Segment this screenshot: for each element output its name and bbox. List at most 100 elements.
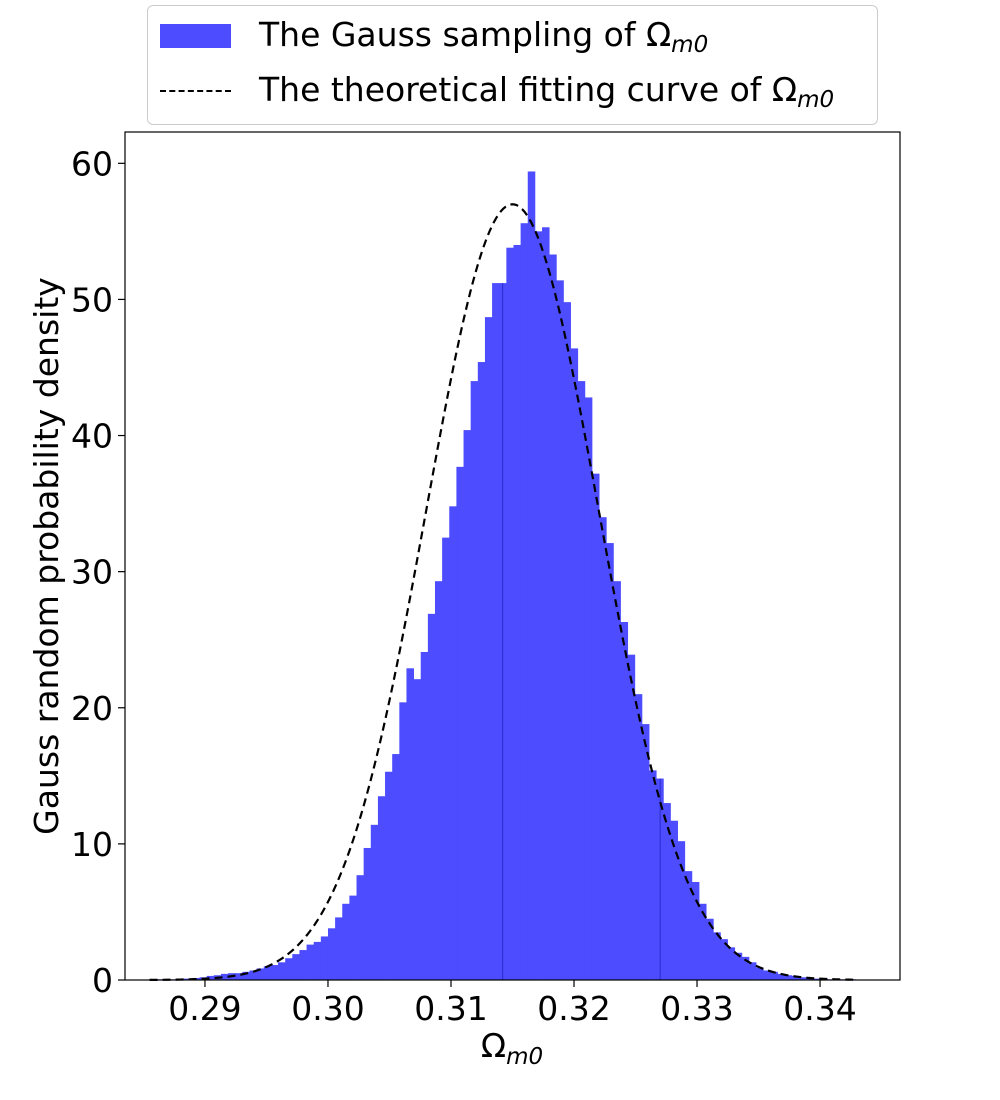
histogram-bar — [256, 968, 265, 980]
histogram-bar — [506, 247, 514, 980]
histogram-bar — [477, 362, 486, 980]
histogram-bar — [249, 970, 258, 980]
histogram-bar — [684, 871, 693, 980]
legend-entry-histogram: The Gauss sampling of Ωm0 — [160, 15, 708, 58]
histogram-bar — [542, 227, 550, 980]
histogram-bar — [377, 796, 386, 980]
legend-swatch-fit — [160, 90, 231, 92]
histogram-bar — [327, 928, 336, 980]
histogram-bar — [670, 820, 678, 980]
histogram-bar — [713, 932, 721, 980]
histogram-bar — [556, 280, 564, 980]
legend-label-symbol: Ω — [645, 14, 672, 54]
y-tick-label: 0 — [92, 961, 113, 1000]
vertical-lines — [502, 283, 661, 980]
histogram-bar — [756, 967, 764, 980]
histogram-bar — [627, 654, 636, 980]
histogram-bar — [335, 917, 343, 980]
histogram-bar — [513, 244, 522, 981]
y-tick-label: 10 — [71, 825, 113, 864]
histogram-bar — [706, 918, 714, 980]
histogram-bar — [292, 954, 300, 980]
histogram-bar — [549, 254, 557, 980]
histogram-bar — [770, 971, 778, 980]
histogram-bar — [435, 581, 443, 980]
histogram-bar — [313, 941, 322, 980]
histogram-bar — [349, 895, 357, 980]
histogram-bar — [206, 975, 215, 980]
histogram-bar — [342, 903, 350, 980]
histogram-bar — [420, 651, 429, 980]
histogram-bar — [777, 973, 786, 980]
x-tick-label: 0.33 — [660, 989, 733, 1028]
histogram-bar — [563, 302, 571, 980]
y-tick-label: 50 — [71, 280, 113, 319]
histogram-bar — [413, 679, 422, 980]
legend-label-text: The Gauss sampling of — [259, 14, 646, 54]
histogram-bar — [470, 381, 479, 981]
histogram-bar — [370, 824, 379, 980]
x-axis-label-symbol: Ω — [481, 1026, 506, 1065]
histogram-bar — [698, 903, 707, 980]
histogram-bar — [399, 702, 407, 980]
histogram-bar — [784, 975, 793, 980]
legend: The Gauss sampling of Ωm0 The theoretica… — [147, 5, 878, 125]
y-axis-ticks: 0 10 20 30 40 50 60 — [71, 144, 125, 1000]
histogram-bar — [620, 622, 629, 980]
histogram-bar — [270, 965, 279, 980]
histogram-bar — [484, 317, 493, 980]
legend-label-subscript: m0 — [797, 86, 835, 113]
x-tick-label: 0.30 — [291, 989, 364, 1028]
legend-label-symbol: Ω — [771, 69, 798, 109]
histogram-bar — [463, 430, 472, 981]
legend-swatch-histogram — [160, 24, 231, 48]
histogram-bar — [791, 975, 800, 980]
histogram-bar — [813, 978, 821, 980]
y-tick-label: 20 — [71, 689, 113, 728]
x-axis-label-subscript: m0 — [506, 1044, 543, 1070]
fit-curve — [149, 203, 857, 981]
histogram-bar — [591, 473, 600, 980]
histogram-bar — [741, 956, 750, 980]
histogram-bar — [599, 517, 607, 980]
histogram-bar — [320, 936, 329, 980]
x-tick-label: 0.34 — [783, 989, 856, 1028]
x-tick-label: 0.29 — [168, 989, 241, 1028]
histogram-bar — [235, 973, 243, 980]
histogram-bar — [570, 348, 579, 980]
histogram-bar — [798, 977, 807, 980]
x-tick-label: 0.31 — [414, 989, 487, 1028]
histogram-bar — [720, 939, 728, 980]
histogram-bar — [285, 958, 293, 980]
histogram-bar — [641, 724, 650, 980]
histogram-bar — [748, 962, 757, 980]
histogram-bar — [299, 950, 307, 980]
histogram-bar — [442, 537, 450, 980]
histogram-bar — [577, 381, 586, 981]
histogram-bar — [242, 971, 250, 980]
histogram-bar — [763, 970, 771, 980]
histogram-bar — [392, 754, 400, 980]
x-tick-label: 0.32 — [537, 989, 610, 1028]
histogram-bar — [691, 882, 700, 980]
x-axis-label: Ωm0 — [481, 1026, 543, 1070]
histogram-bar — [649, 770, 657, 980]
histogram-bar — [734, 952, 743, 980]
histogram-bar — [263, 966, 272, 980]
histogram-bar — [520, 223, 529, 980]
histogram-bar — [727, 947, 736, 980]
histogram-bar — [456, 466, 464, 981]
y-tick-label: 60 — [71, 144, 113, 183]
y-tick-label: 30 — [71, 553, 113, 592]
histogram-bar — [492, 283, 500, 981]
histogram-bar — [534, 231, 543, 981]
y-axis-label: Gauss random probability density — [27, 277, 66, 835]
histogram-bar — [613, 581, 621, 980]
y-tick-label: 40 — [71, 417, 113, 456]
histogram-bar — [606, 543, 614, 980]
histogram-bar — [220, 973, 229, 980]
legend-label-histogram: The Gauss sampling of Ωm0 — [259, 15, 708, 58]
histogram-bar — [278, 962, 286, 980]
histogram-bar — [406, 668, 414, 980]
